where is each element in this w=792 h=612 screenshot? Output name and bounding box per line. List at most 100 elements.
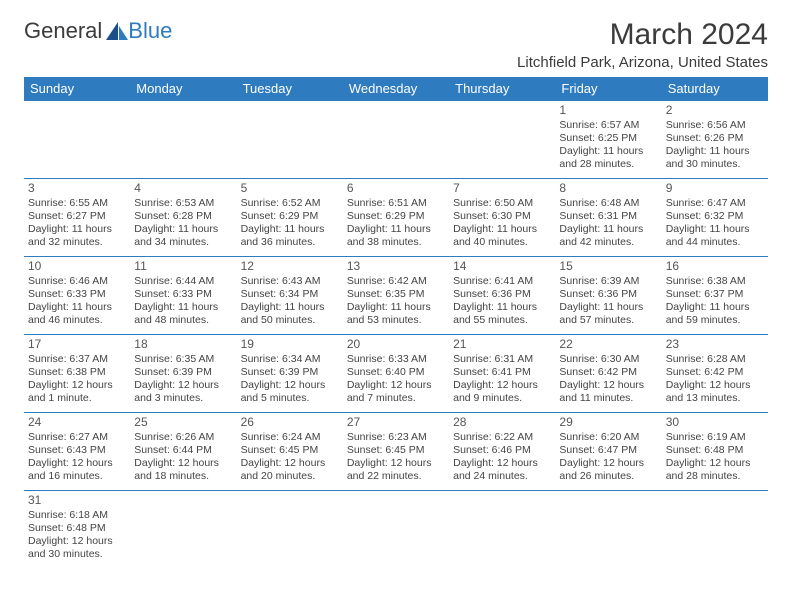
- table-row: 3Sunrise: 6:55 AMSunset: 6:27 PM Daylight…: [24, 179, 768, 257]
- day-number: 3: [28, 181, 126, 196]
- daylight-text: Daylight: 12 hours and 26 minutes.: [559, 457, 657, 483]
- sunset-text: Sunset: 6:36 PM: [559, 288, 657, 301]
- daylight-text: Daylight: 11 hours and 42 minutes.: [559, 223, 657, 249]
- sunset-text: Sunset: 6:36 PM: [453, 288, 551, 301]
- calendar-cell: 17Sunrise: 6:37 AMSunset: 6:38 PMDayligh…: [24, 335, 130, 413]
- daylight-text: Daylight: 12 hours and 28 minutes.: [666, 457, 764, 483]
- calendar-cell: 20Sunrise: 6:33 AMSunset: 6:40 PMDayligh…: [343, 335, 449, 413]
- calendar-cell: [449, 491, 555, 569]
- daylight-text: Daylight: 12 hours and 3 minutes.: [134, 379, 232, 405]
- logo-sail-icon: [104, 20, 130, 42]
- day-number: 19: [241, 337, 339, 352]
- logo: General Blue: [24, 18, 172, 44]
- daylight-text: Daylight: 12 hours and 30 minutes.: [28, 535, 126, 561]
- day-number: 20: [347, 337, 445, 352]
- daylight-text: Daylight: 12 hours and 18 minutes.: [134, 457, 232, 483]
- sunset-text: Sunset: 6:37 PM: [666, 288, 764, 301]
- daylight-text: Daylight: 11 hours and 55 minutes.: [453, 301, 551, 327]
- sunrise-text: Sunrise: 6:56 AM: [666, 119, 764, 132]
- sunrise-text: Sunrise: 6:41 AM: [453, 275, 551, 288]
- day-number: 7: [453, 181, 551, 196]
- location-text: Litchfield Park, Arizona, United States: [517, 54, 768, 71]
- sunset-text: Sunset: 6:39 PM: [134, 366, 232, 379]
- sunset-text: Sunset: 6:48 PM: [28, 522, 126, 535]
- day-number: 27: [347, 415, 445, 430]
- sunset-text: Sunset: 6:27 PM: [28, 210, 126, 223]
- sunset-text: Sunset: 6:39 PM: [241, 366, 339, 379]
- day-header: Friday: [555, 77, 661, 101]
- calendar-cell: [449, 101, 555, 179]
- sunset-text: Sunset: 6:42 PM: [559, 366, 657, 379]
- daylight-text: Daylight: 12 hours and 24 minutes.: [453, 457, 551, 483]
- table-row: 31Sunrise: 6:18 AMSunset: 6:48 PMDayligh…: [24, 491, 768, 569]
- daylight-text: Daylight: 12 hours and 20 minutes.: [241, 457, 339, 483]
- day-number: 16: [666, 259, 764, 274]
- calendar-cell: 26Sunrise: 6:24 AMSunset: 6:45 PMDayligh…: [237, 413, 343, 491]
- daylight-text: Daylight: 11 hours and 57 minutes.: [559, 301, 657, 327]
- calendar-body: 1Sunrise: 6:57 AMSunset: 6:25 PMDaylight…: [24, 101, 768, 569]
- daylight-text: Daylight: 11 hours and 46 minutes.: [28, 301, 126, 327]
- sunrise-text: Sunrise: 6:50 AM: [453, 197, 551, 210]
- day-number: 11: [134, 259, 232, 274]
- daylight-text: Daylight: 11 hours and 53 minutes.: [347, 301, 445, 327]
- sunset-text: Sunset: 6:28 PM: [134, 210, 232, 223]
- sunset-text: Sunset: 6:35 PM: [347, 288, 445, 301]
- logo-text-2: Blue: [128, 18, 172, 44]
- day-number: 28: [453, 415, 551, 430]
- day-header: Wednesday: [343, 77, 449, 101]
- calendar-cell: [237, 491, 343, 569]
- sunrise-text: Sunrise: 6:30 AM: [559, 353, 657, 366]
- calendar-cell: 29Sunrise: 6:20 AMSunset: 6:47 PMDayligh…: [555, 413, 661, 491]
- day-number: 31: [28, 493, 126, 508]
- day-number: 13: [347, 259, 445, 274]
- sunset-text: Sunset: 6:25 PM: [559, 132, 657, 145]
- calendar-cell: 21Sunrise: 6:31 AMSunset: 6:41 PMDayligh…: [449, 335, 555, 413]
- sunrise-text: Sunrise: 6:19 AM: [666, 431, 764, 444]
- daylight-text: Daylight: 11 hours and 40 minutes.: [453, 223, 551, 249]
- day-number: 26: [241, 415, 339, 430]
- calendar-cell: 13Sunrise: 6:42 AMSunset: 6:35 PMDayligh…: [343, 257, 449, 335]
- title-block: March 2024 Litchfield Park, Arizona, Uni…: [517, 18, 768, 71]
- table-row: 17Sunrise: 6:37 AMSunset: 6:38 PMDayligh…: [24, 335, 768, 413]
- day-number: 2: [666, 103, 764, 118]
- calendar-cell: [555, 491, 661, 569]
- sunrise-text: Sunrise: 6:44 AM: [134, 275, 232, 288]
- day-number: 8: [559, 181, 657, 196]
- sunrise-text: Sunrise: 6:27 AM: [28, 431, 126, 444]
- day-number: 25: [134, 415, 232, 430]
- sunrise-text: Sunrise: 6:38 AM: [666, 275, 764, 288]
- sunrise-text: Sunrise: 6:31 AM: [453, 353, 551, 366]
- day-header: Tuesday: [237, 77, 343, 101]
- sunrise-text: Sunrise: 6:46 AM: [28, 275, 126, 288]
- calendar-cell: 19Sunrise: 6:34 AMSunset: 6:39 PMDayligh…: [237, 335, 343, 413]
- day-header: Saturday: [662, 77, 768, 101]
- calendar-cell: 4Sunrise: 6:53 AMSunset: 6:28 PMDaylight…: [130, 179, 236, 257]
- sunrise-text: Sunrise: 6:57 AM: [559, 119, 657, 132]
- sunrise-text: Sunrise: 6:55 AM: [28, 197, 126, 210]
- sunset-text: Sunset: 6:30 PM: [453, 210, 551, 223]
- daylight-text: Daylight: 11 hours and 48 minutes.: [134, 301, 232, 327]
- calendar-cell: 14Sunrise: 6:41 AMSunset: 6:36 PMDayligh…: [449, 257, 555, 335]
- sunrise-text: Sunrise: 6:33 AM: [347, 353, 445, 366]
- day-number: 5: [241, 181, 339, 196]
- sunrise-text: Sunrise: 6:23 AM: [347, 431, 445, 444]
- day-number: 14: [453, 259, 551, 274]
- sunset-text: Sunset: 6:33 PM: [28, 288, 126, 301]
- daylight-text: Daylight: 12 hours and 13 minutes.: [666, 379, 764, 405]
- sunrise-text: Sunrise: 6:42 AM: [347, 275, 445, 288]
- day-number: 30: [666, 415, 764, 430]
- daylight-text: Daylight: 11 hours and 59 minutes.: [666, 301, 764, 327]
- day-number: 15: [559, 259, 657, 274]
- calendar-cell: 1Sunrise: 6:57 AMSunset: 6:25 PMDaylight…: [555, 101, 661, 179]
- daylight-text: Daylight: 12 hours and 5 minutes.: [241, 379, 339, 405]
- sunset-text: Sunset: 6:45 PM: [347, 444, 445, 457]
- table-row: 10Sunrise: 6:46 AMSunset: 6:33 PMDayligh…: [24, 257, 768, 335]
- calendar-cell: 30Sunrise: 6:19 AMSunset: 6:48 PMDayligh…: [662, 413, 768, 491]
- calendar-cell: 8Sunrise: 6:48 AMSunset: 6:31 PMDaylight…: [555, 179, 661, 257]
- day-number: 6: [347, 181, 445, 196]
- sunrise-text: Sunrise: 6:43 AM: [241, 275, 339, 288]
- calendar-cell: 9Sunrise: 6:47 AMSunset: 6:32 PMDaylight…: [662, 179, 768, 257]
- calendar-cell: 23Sunrise: 6:28 AMSunset: 6:42 PMDayligh…: [662, 335, 768, 413]
- day-number: 23: [666, 337, 764, 352]
- logo-text-1: General: [24, 18, 102, 44]
